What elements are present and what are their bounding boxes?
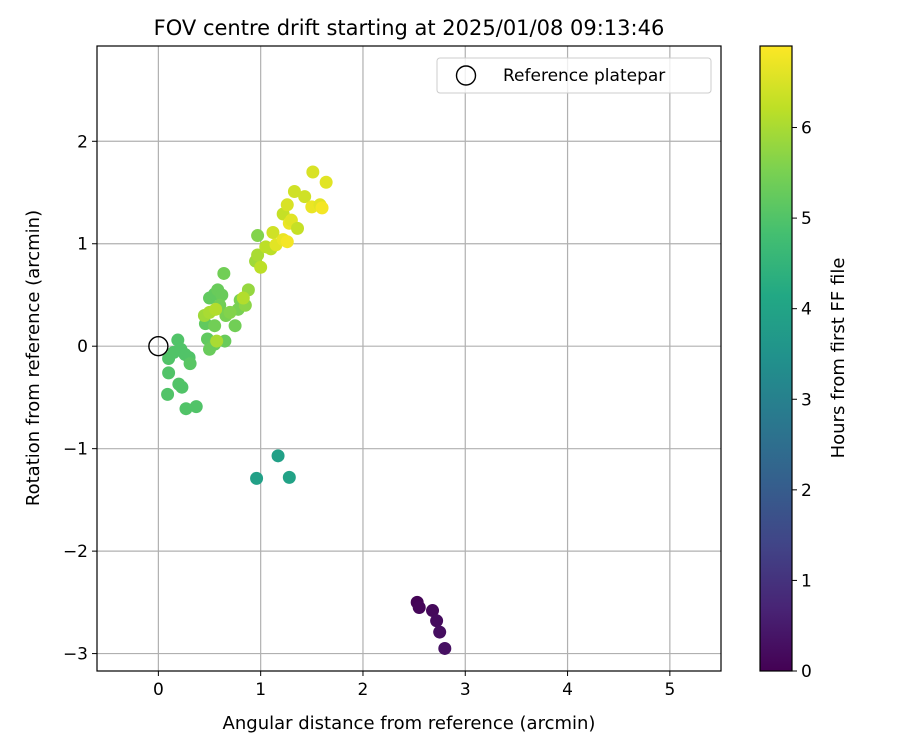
data-point — [306, 165, 320, 179]
y-axis-label: Rotation from reference (arcmin) — [23, 210, 44, 506]
data-points — [161, 165, 452, 655]
legend-box — [436, 57, 712, 94]
chart-title: FOV centre drift starting at 2025/01/08 … — [154, 16, 665, 40]
colorbar — [759, 45, 793, 672]
data-point — [290, 221, 304, 235]
y-tick-label: −2 — [63, 542, 88, 562]
data-point — [254, 260, 268, 274]
colorbar-tick-label: 4 — [801, 300, 812, 320]
grid-lines — [97, 46, 721, 671]
data-point — [236, 291, 250, 305]
data-point — [319, 175, 333, 189]
x-tick-label: 5 — [664, 680, 675, 700]
data-point — [183, 357, 197, 371]
data-point — [412, 600, 426, 614]
colorbar-tick-label: 1 — [801, 571, 812, 591]
data-point — [209, 302, 223, 316]
y-tick-label: 1 — [77, 235, 88, 255]
colorbar-tick-label: 5 — [801, 209, 812, 229]
data-point — [426, 604, 440, 618]
x-tick-label: 1 — [255, 680, 266, 700]
legend: Reference platepar — [436, 57, 712, 94]
reference-platepar-marker — [148, 336, 169, 357]
legend-entry-reference-platepar: Reference platepar — [503, 66, 665, 86]
data-point — [251, 248, 265, 262]
data-point — [210, 334, 224, 348]
colorbar-tick-label: 0 — [801, 662, 812, 682]
y-tick-label: −1 — [63, 440, 88, 460]
x-axis-ticks: 0 1 2 3 4 5 — [153, 671, 675, 700]
data-point — [208, 319, 222, 333]
plot-background — [97, 46, 721, 671]
data-point — [271, 449, 285, 463]
plot-frame — [96, 45, 722, 672]
y-tick-label: 0 — [77, 337, 88, 357]
data-point — [217, 266, 231, 280]
data-point — [250, 471, 264, 485]
data-point — [298, 190, 312, 204]
data-point — [433, 625, 447, 639]
colorbar-ticks: 0 1 2 3 4 5 6 — [792, 119, 812, 682]
data-point — [175, 380, 189, 394]
data-point — [287, 184, 301, 198]
colorbar-tick-label: 3 — [801, 390, 812, 410]
colorbar-tick-label: 6 — [801, 119, 812, 139]
x-axis-label: Angular distance from reference (arcmin) — [223, 713, 596, 734]
data-point — [162, 366, 176, 380]
x-tick-label: 3 — [460, 680, 471, 700]
y-tick-label: 2 — [77, 132, 88, 152]
y-tick-label: −3 — [63, 645, 88, 665]
data-point — [228, 319, 242, 333]
data-point — [223, 305, 237, 319]
colorbar-tick-label: 2 — [801, 481, 812, 501]
data-point — [179, 402, 193, 416]
data-point — [189, 400, 203, 414]
data-point — [266, 225, 280, 239]
data-point — [215, 288, 229, 302]
data-point — [282, 470, 296, 484]
data-point — [280, 198, 294, 212]
data-point — [161, 387, 175, 401]
x-tick-label: 4 — [562, 680, 573, 700]
data-point — [280, 235, 294, 249]
data-point — [438, 641, 452, 655]
data-point — [315, 201, 329, 215]
data-point — [251, 229, 265, 243]
colorbar-label: Hours from first FF file — [828, 258, 849, 459]
x-tick-label: 2 — [358, 680, 369, 700]
data-point — [430, 614, 444, 628]
y-axis-ticks: 2 1 0 −1 −2 −3 — [63, 132, 97, 665]
x-tick-label: 0 — [153, 680, 164, 700]
legend-marker — [455, 65, 477, 86]
